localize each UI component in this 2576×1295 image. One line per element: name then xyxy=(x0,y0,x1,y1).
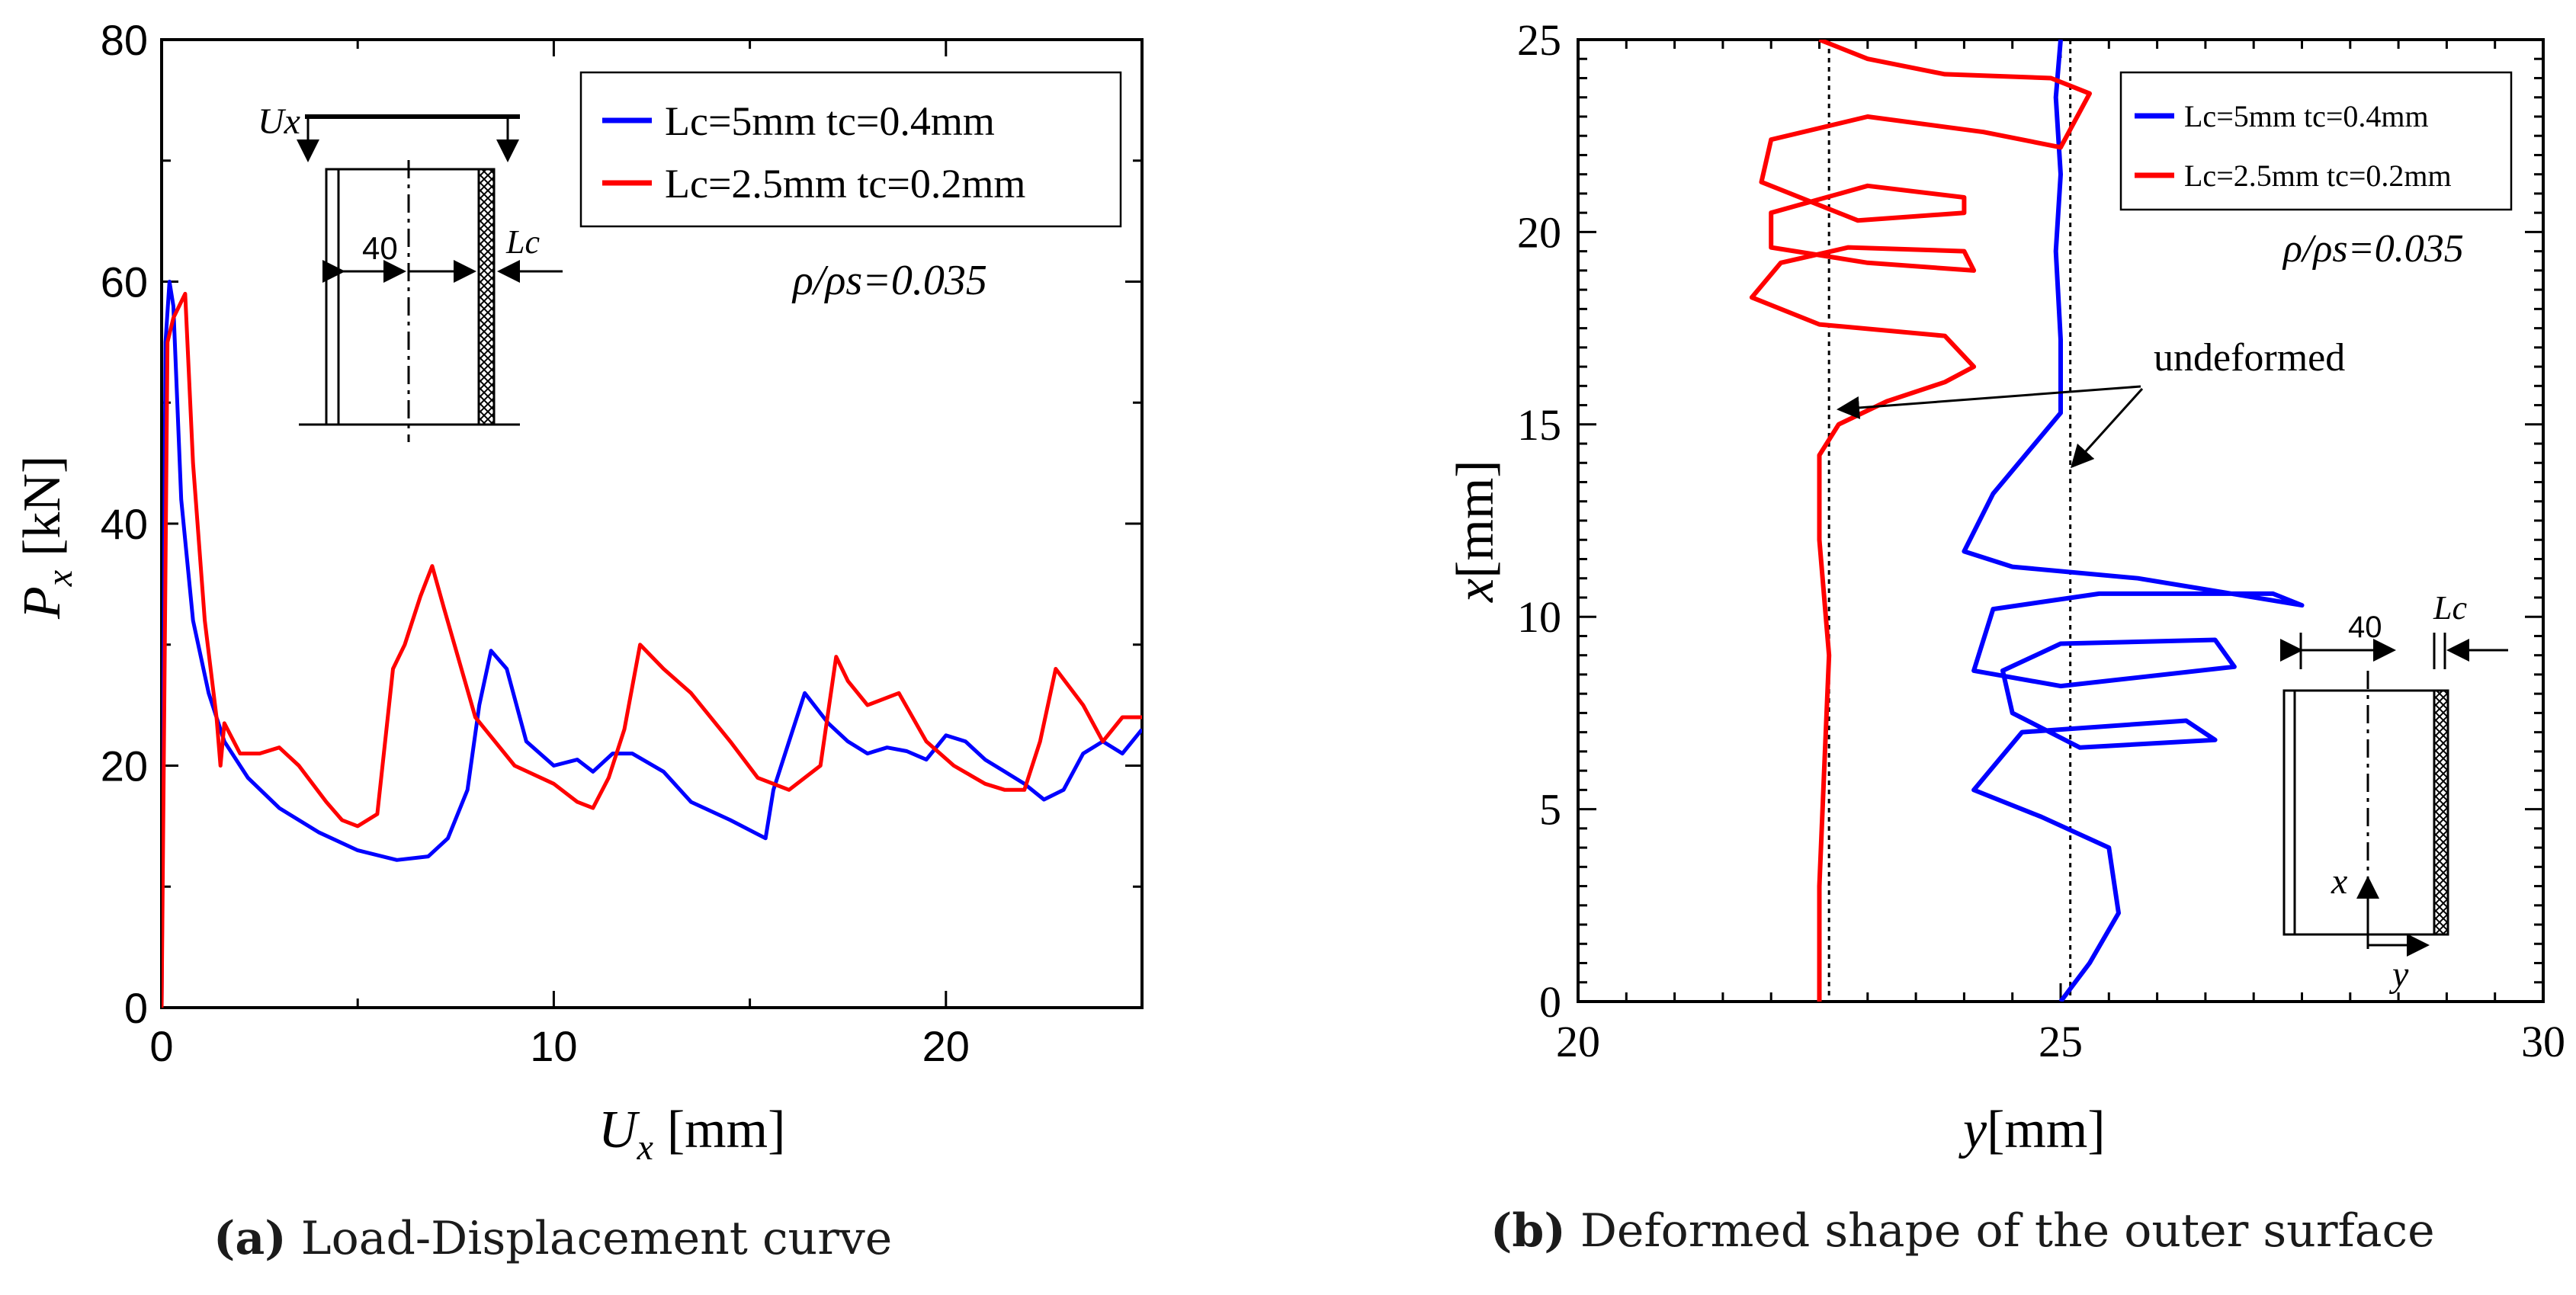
y-tick-label: 40 xyxy=(101,500,148,548)
x-tick-label: 0 xyxy=(149,1022,173,1070)
panel-a-density-annotation: ρ/ρs=0.035 xyxy=(791,257,987,304)
panel-b-inset-schematic: 40 Lc x y xyxy=(2280,589,2508,995)
undeformed-label: undeformed xyxy=(2154,336,2345,380)
panel-a-caption-text: Load-Displacement curve xyxy=(300,1212,893,1265)
y-tick-label: 20 xyxy=(101,742,148,790)
panel-a: 0 10 20 0 20 40 60 80 Lc=5mm tc=0.4mm Lc=2.5mm … xyxy=(13,16,1144,1168)
y-tick-label: 5 xyxy=(1539,785,1561,835)
panel-a-caption-label: (a) xyxy=(213,1212,287,1265)
undeformed-annotation: undeformed xyxy=(1837,336,2345,469)
inset-a-load-label: Ux xyxy=(258,101,300,142)
panel-a-plot-frame xyxy=(160,38,1144,1009)
y-tick-label: 20 xyxy=(1517,207,1561,257)
panel-a-series-blue xyxy=(162,280,1142,1008)
panel-b-series-blue xyxy=(1962,40,2305,1002)
undeformed-arrow-inner xyxy=(1837,385,2141,419)
panel-b-caption-label: (b) xyxy=(1490,1204,1566,1258)
panel-b-caption-text: Deformed shape of the outer surface xyxy=(1580,1204,2435,1258)
x-tick-label: 30 xyxy=(2521,1017,2565,1066)
panel-a-y-axis-label: Px[kN] xyxy=(13,456,80,620)
undeformed-arrow-outer xyxy=(2070,387,2144,469)
inset-a-dim-label: 40 xyxy=(362,230,398,266)
panel-b-tick-labels: 20 25 30 0 5 10 15 20 25 xyxy=(1517,15,2565,1066)
legend-label-red: Lc=2.5mm tc=0.2mm xyxy=(665,161,1025,207)
inset-b-x-label: x xyxy=(2331,861,2347,902)
x-tick-label: 10 xyxy=(530,1022,577,1070)
panel-a-caption: (a) Load-Displacement curve xyxy=(213,1212,892,1265)
y-tick-label: 10 xyxy=(1517,592,1561,642)
panel-a-legend: Lc=5mm tc=0.4mm Lc=2.5mm tc=0.2mm xyxy=(579,71,1122,228)
panel-b: 20 25 30 0 5 10 15 20 25 Lc=5mm tc=0.4mm Lc=2.5m… xyxy=(1446,15,2565,1159)
panel-b-density-annotation: ρ/ρs=0.035 xyxy=(2282,227,2464,271)
inset-b-y-label: y xyxy=(2388,954,2409,995)
x-tick-label: 20 xyxy=(1556,1017,1600,1066)
panel-b-y-axis-label: x[mm] xyxy=(1446,460,1505,603)
y-tick-label: 0 xyxy=(1539,977,1561,1027)
panel-a-tick-labels: 0 10 20 0 20 40 60 80 xyxy=(101,16,970,1070)
y-tick-label: 0 xyxy=(124,984,148,1032)
legend-label-blue: Lc=5mm tc=0.4mm xyxy=(665,98,995,144)
panel-b-legend: Lc=5mm tc=0.4mm Lc=2.5mm tc=0.2mm xyxy=(2119,71,2513,211)
y-tick-label: 60 xyxy=(101,258,148,306)
y-tick-label: 80 xyxy=(101,16,148,64)
panel-b-x-axis-label: y[mm] xyxy=(1958,1101,2106,1159)
inset-b-cell-label: Lc xyxy=(2433,589,2467,627)
x-tick-label: 20 xyxy=(922,1022,970,1070)
panel-a-inset-schematic: Ux 40 Lc xyxy=(258,101,563,442)
panel-a-legend-box xyxy=(579,71,1122,228)
x-tick-label: 25 xyxy=(2039,1017,2083,1066)
panel-b-caption: (b) Deformed shape of the outer surface xyxy=(1490,1204,2435,1258)
inset-b-dim-label: 40 xyxy=(2348,611,2382,644)
inset-a-cell-label: Lc xyxy=(505,223,540,261)
panel-a-series-red xyxy=(162,291,1142,1008)
panel-b-legend-box xyxy=(2119,71,2513,211)
panel-b-series-red xyxy=(1749,40,2092,1002)
y-tick-label: 15 xyxy=(1517,400,1561,450)
legend-b-label-red: Lc=2.5mm tc=0.2mm xyxy=(2184,159,2452,193)
panel-a-x-axis-label: Ux [mm] xyxy=(598,1101,785,1168)
legend-b-label-blue: Lc=5mm tc=0.4mm xyxy=(2184,99,2429,133)
y-tick-label: 25 xyxy=(1517,15,1561,65)
